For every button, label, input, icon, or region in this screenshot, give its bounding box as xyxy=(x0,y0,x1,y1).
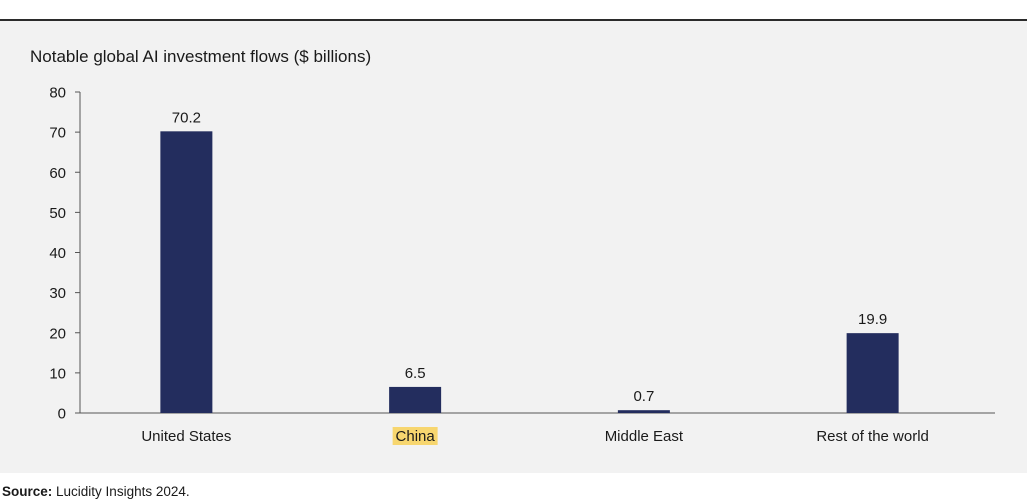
y-tick-label: 0 xyxy=(58,406,66,423)
category-label: Middle East xyxy=(605,428,684,445)
y-tick-label: 70 xyxy=(49,125,66,142)
source-note: Source: Lucidity Insights 2024. xyxy=(2,484,190,499)
category-highlight xyxy=(392,427,438,445)
y-tick-label: 30 xyxy=(49,285,66,302)
top-rule xyxy=(0,19,1027,21)
bar-chart: 0 10 20 30 40 50 60 70 80 70.2 United States 6.5 Chi… xyxy=(49,85,995,445)
source-text: Lucidity Insights 2024. xyxy=(56,484,190,499)
y-tick-label: 80 xyxy=(49,85,66,102)
category-label: China xyxy=(396,428,436,445)
chart-title: Notable global AI investment flows ($ bi… xyxy=(30,47,372,66)
y-tick-label: 50 xyxy=(49,205,66,222)
category-label: Rest of the world xyxy=(816,428,929,445)
data-label: 6.5 xyxy=(405,365,426,382)
y-tick-label: 20 xyxy=(49,325,66,342)
data-label: 70.2 xyxy=(172,109,201,126)
bar-rest-of-the-world xyxy=(846,333,899,413)
data-label: 0.7 xyxy=(633,388,654,405)
data-label: 19.9 xyxy=(858,311,887,328)
bar-united-states xyxy=(160,131,213,413)
y-tick-label: 40 xyxy=(49,245,66,262)
source-label: Source: xyxy=(2,484,53,499)
y-tick-label: 60 xyxy=(49,165,66,182)
bar-china xyxy=(389,386,442,413)
category-label: United States xyxy=(141,428,231,445)
bar-middle-east xyxy=(617,410,670,413)
y-tick-label: 10 xyxy=(49,365,66,382)
